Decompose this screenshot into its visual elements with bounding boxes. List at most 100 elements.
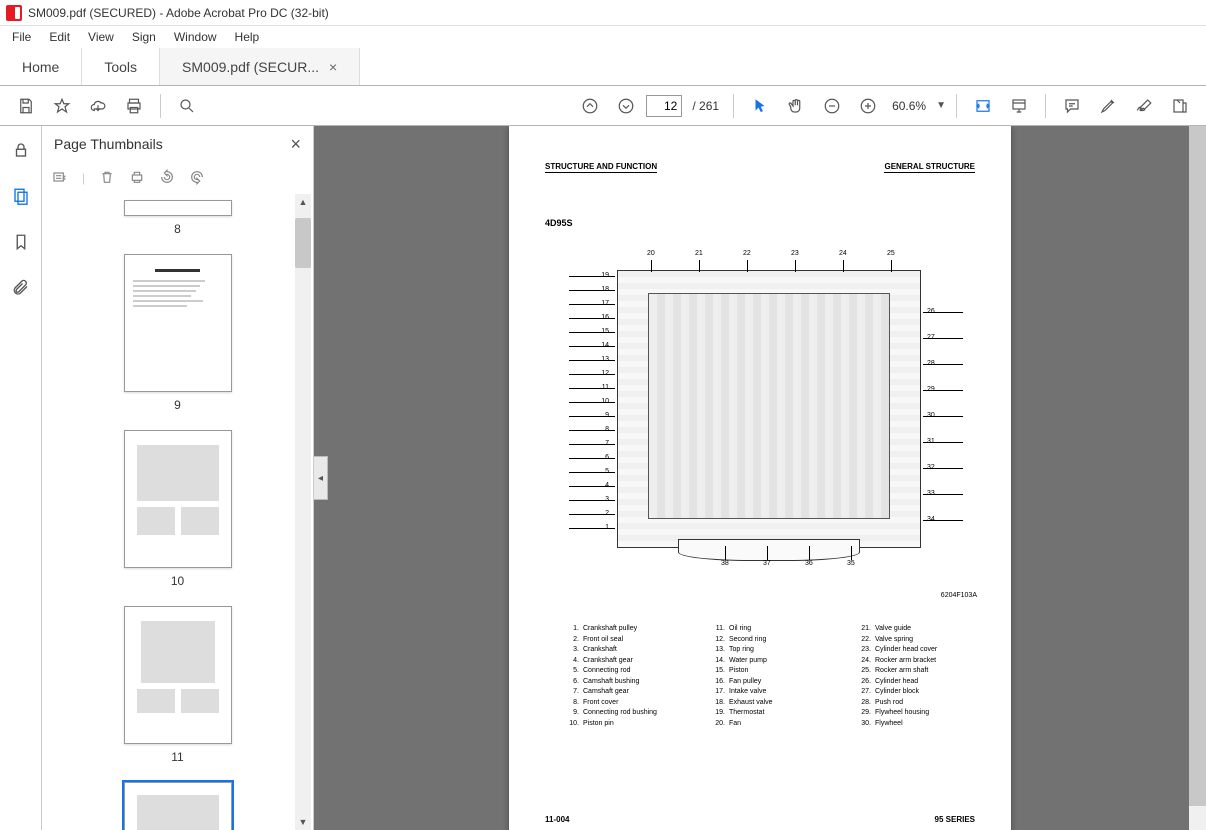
legend-row: 4.Crankshaft gear <box>565 656 675 667</box>
legend-row: 23.Cylinder head cover <box>857 645 967 656</box>
lock-icon[interactable] <box>7 136 35 164</box>
callout-number: 22 <box>743 250 751 257</box>
legend-column: 1.Crankshaft pulley2.Front oil seal3.Cra… <box>565 624 675 729</box>
legend-row: 28.Push rod <box>857 698 967 709</box>
attachment-icon[interactable] <box>7 274 35 302</box>
thumb-number: 11 <box>42 750 313 764</box>
thumb-number: 10 <box>42 574 313 588</box>
tab-document[interactable]: SM009.pdf (SECUR... × <box>160 48 360 85</box>
legend-row: 27.Cylinder block <box>857 687 967 698</box>
zoom-in-button[interactable] <box>852 90 884 122</box>
legend-row: 26.Cylinder head <box>857 677 967 688</box>
page-total: / 261 <box>692 99 719 113</box>
legend-row: 22.Valve spring <box>857 635 967 646</box>
thumbnails-panel: Page Thumbnails × | 8 9 10 11 ▲▼ <box>42 126 314 830</box>
thumb-number: 8 <box>42 222 313 236</box>
legend-row: 3.Crankshaft <box>565 645 675 656</box>
doc-header-right: GENERAL STRUCTURE <box>884 162 975 173</box>
legend-row: 17.Intake valve <box>711 687 821 698</box>
tab-document-label: SM009.pdf (SECUR... <box>182 59 319 75</box>
legend-row: 8.Front cover <box>565 698 675 709</box>
save-button[interactable] <box>10 90 42 122</box>
rotate-ccw-icon[interactable] <box>159 169 175 188</box>
legend-row: 2.Front oil seal <box>565 635 675 646</box>
legend-row: 14.Water pump <box>711 656 821 667</box>
thumbnails-icon[interactable] <box>7 182 35 210</box>
tab-home-label: Home <box>22 59 59 75</box>
menubar: File Edit View Sign Window Help <box>0 26 1206 48</box>
thumbnail-item[interactable]: 8 <box>42 200 313 236</box>
page-down-button[interactable] <box>610 90 642 122</box>
viewer-scrollbar[interactable] <box>1189 126 1206 830</box>
menu-view[interactable]: View <box>80 28 122 46</box>
legend-row: 16.Fan pulley <box>711 677 821 688</box>
legend-row: 20.Fan <box>711 719 821 730</box>
doc-footer-left: 11-004 <box>545 815 569 824</box>
callout-number: 21 <box>695 250 703 257</box>
tab-home[interactable]: Home <box>0 48 82 85</box>
document-viewer: ◂ STRUCTURE AND FUNCTIONGENERAL STRUCTUR… <box>314 126 1206 830</box>
panel-title: Page Thumbnails <box>54 136 163 152</box>
read-mode-button[interactable] <box>1003 90 1035 122</box>
legend-row: 15.Piston <box>711 666 821 677</box>
zoom-dropdown-icon[interactable]: ▼ <box>936 100 946 111</box>
thumbnail-item[interactable]: 10 <box>42 430 313 588</box>
thumbnail-item[interactable]: 11 <box>42 606 313 764</box>
acrobat-icon <box>6 5 22 21</box>
menu-window[interactable]: Window <box>166 28 225 46</box>
legend-row: 21.Valve guide <box>857 624 967 635</box>
page-input[interactable] <box>646 95 682 117</box>
left-rail <box>0 126 42 830</box>
star-button[interactable] <box>46 90 78 122</box>
thumbnail-scrollbar[interactable]: ▲▼ <box>295 194 311 830</box>
sign-button[interactable] <box>1128 90 1160 122</box>
legend-row: 9.Connecting rod bushing <box>565 708 675 719</box>
zoom-value: 60.6% <box>892 99 926 113</box>
rotate-cw-icon[interactable] <box>189 169 205 188</box>
thumbnail-list: 8 9 10 11 ▲▼ <box>42 194 313 830</box>
cloud-button[interactable] <box>82 90 114 122</box>
highlight-button[interactable] <box>1092 90 1124 122</box>
menu-file[interactable]: File <box>4 28 39 46</box>
legend-column: 11.Oil ring12.Second ring13.Top ring14.W… <box>711 624 821 729</box>
panel-tools: | <box>42 162 313 194</box>
legend-row: 6.Camshaft bushing <box>565 677 675 688</box>
more-tools-button[interactable] <box>1164 90 1196 122</box>
engine-diagram: 1918171615141312111098765432120212223242… <box>551 242 981 576</box>
thumbnail-item-current[interactable] <box>42 782 313 830</box>
legend-row: 1.Crankshaft pulley <box>565 624 675 635</box>
page-up-button[interactable] <box>574 90 606 122</box>
legend-row: 19.Thermostat <box>711 708 821 719</box>
thumbnail-item[interactable]: 9 <box>42 254 313 412</box>
doc-footer-right: 95 SERIES <box>935 815 975 824</box>
callout-number: 23 <box>791 250 799 257</box>
select-tool-button[interactable] <box>744 90 776 122</box>
delete-icon[interactable] <box>99 169 115 188</box>
find-button[interactable] <box>171 90 203 122</box>
tab-close-icon[interactable]: × <box>329 59 337 75</box>
menu-edit[interactable]: Edit <box>41 28 78 46</box>
legend-row: 7.Camshaft gear <box>565 687 675 698</box>
callout-number: 38 <box>721 560 729 567</box>
options-icon[interactable] <box>52 169 68 188</box>
bookmark-icon[interactable] <box>7 228 35 256</box>
comment-button[interactable] <box>1056 90 1088 122</box>
print-pages-icon[interactable] <box>129 169 145 188</box>
window-title: SM009.pdf (SECURED) - Adobe Acrobat Pro … <box>28 6 329 20</box>
fit-width-button[interactable] <box>967 90 999 122</box>
callout-number: 35 <box>847 560 855 567</box>
menu-help[interactable]: Help <box>227 28 268 46</box>
panel-close-icon[interactable]: × <box>290 134 301 155</box>
print-button[interactable] <box>118 90 150 122</box>
legend-row: 30.Flywheel <box>857 719 967 730</box>
callout-number: 25 <box>887 250 895 257</box>
zoom-out-button[interactable] <box>816 90 848 122</box>
menu-sign[interactable]: Sign <box>124 28 164 46</box>
doc-model: 4D95S <box>545 218 573 228</box>
tab-tools[interactable]: Tools <box>82 48 160 85</box>
content-area: Page Thumbnails × | 8 9 10 11 ▲▼ ◂ STRUC… <box>0 126 1206 830</box>
collapse-panel-button[interactable]: ◂ <box>314 456 328 500</box>
hand-tool-button[interactable] <box>780 90 812 122</box>
legend-row: 10.Piston pin <box>565 719 675 730</box>
toolbar: / 261 60.6% ▼ <box>0 86 1206 126</box>
